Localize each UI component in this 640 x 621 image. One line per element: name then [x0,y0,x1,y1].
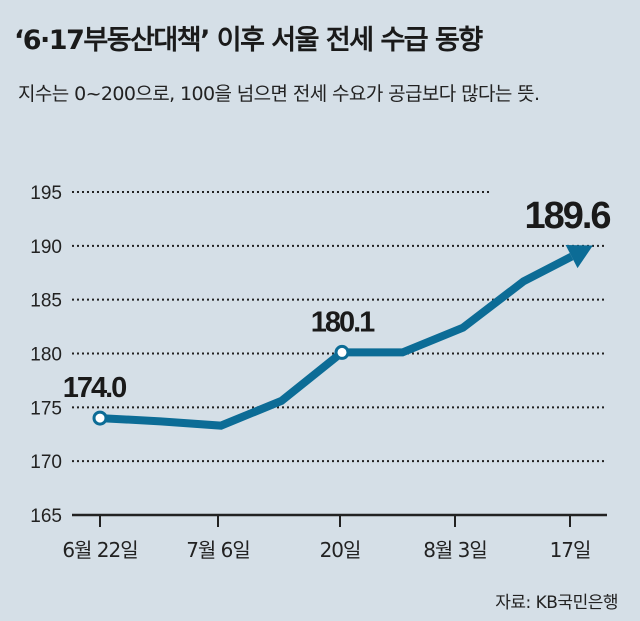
chart-title: ‘6·17부동산대책’ 이후 서울 전세 수급 동향 [14,25,483,56]
y-tick-label: 170 [30,452,62,473]
data-label: 174.0 [63,372,126,404]
arrowhead-icon [565,245,593,269]
x-tick-label: 20일 [320,538,361,562]
x-tick-label: 6월 22일 [62,538,137,562]
source-note: 자료: KB국민은행 [495,593,618,613]
x-tick-label: 7월 6일 [186,538,250,562]
y-tick-label: 190 [30,237,62,258]
chart-subtitle: 지수는 0~200으로, 100을 넘으면 전세 수요가 공급보다 많다는 뜻. [18,83,540,105]
highlight-marker [92,410,108,426]
y-tick-label: 180 [30,345,62,366]
y-tick-label: 165 [30,506,62,527]
data-label: 180.1 [311,306,375,338]
x-tick-label: 17일 [550,538,591,562]
y-tick-label: 195 [30,183,62,204]
y-tick-label: 185 [30,291,62,312]
series-line [99,253,574,430]
x-tick-label: 8월 3일 [423,538,487,562]
data-label: 189.6 [524,195,610,237]
y-tick-label: 175 [30,398,62,419]
highlight-marker [334,344,350,360]
